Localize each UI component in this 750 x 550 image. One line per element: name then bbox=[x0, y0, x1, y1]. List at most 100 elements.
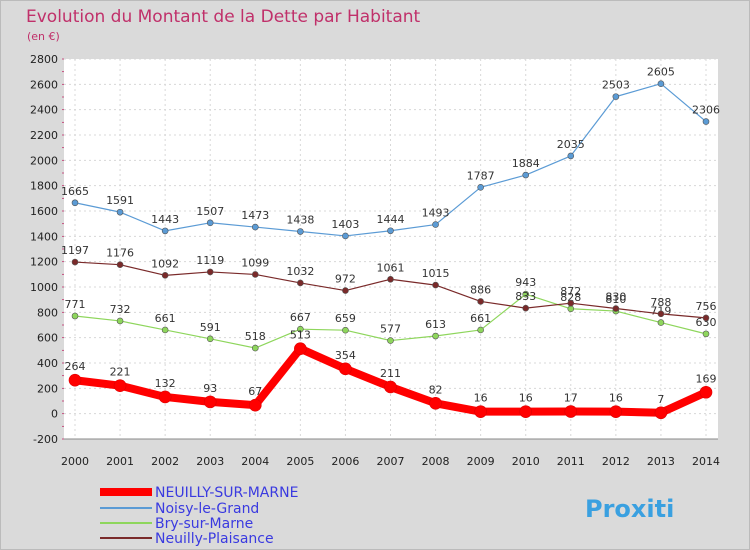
data-point bbox=[71, 199, 79, 207]
data-label: 1092 bbox=[151, 257, 179, 270]
legend: NEUILLY-SUR-MARNENoisy-le-GrandBry-sur-M… bbox=[100, 485, 298, 547]
data-label: 7 bbox=[657, 393, 664, 406]
y-tick-label: 2200 bbox=[30, 129, 58, 142]
data-label: 1443 bbox=[151, 213, 179, 226]
data-point bbox=[251, 344, 259, 352]
x-tick-label: 2000 bbox=[61, 455, 89, 468]
y-tick-label: 200 bbox=[37, 382, 58, 395]
data-point bbox=[161, 272, 169, 279]
legend-label: Bry-sur-Marne bbox=[155, 516, 253, 532]
data-label: 788 bbox=[650, 296, 671, 309]
y-tick-label: 1000 bbox=[30, 281, 58, 294]
y-tick-label: 2000 bbox=[30, 154, 58, 167]
data-point bbox=[657, 310, 665, 318]
data-point bbox=[429, 396, 442, 410]
x-tick-label: 2009 bbox=[467, 455, 495, 468]
data-label: 630 bbox=[696, 316, 717, 329]
data-point bbox=[567, 152, 575, 160]
data-label: 667 bbox=[290, 311, 311, 324]
data-point bbox=[297, 279, 304, 287]
x-tick-label: 2012 bbox=[602, 455, 630, 468]
x-tick-label: 2001 bbox=[106, 455, 134, 468]
data-label: 1507 bbox=[196, 205, 224, 218]
data-label: 972 bbox=[335, 273, 356, 286]
legend-label: Neuilly-Plaisance bbox=[155, 531, 274, 547]
data-point bbox=[522, 304, 530, 312]
data-point bbox=[699, 385, 713, 399]
x-tick-label: 2005 bbox=[286, 455, 314, 468]
x-tick-label: 2002 bbox=[151, 455, 179, 468]
legend-item: Bry-sur-Marne bbox=[100, 516, 253, 532]
data-label: 1787 bbox=[467, 169, 495, 182]
data-label: 1438 bbox=[286, 214, 314, 227]
data-label: 2503 bbox=[602, 79, 630, 92]
legend-item: Noisy-le-Grand bbox=[100, 501, 259, 517]
data-point bbox=[702, 118, 710, 125]
data-label: 82 bbox=[429, 383, 443, 396]
data-point bbox=[297, 325, 304, 333]
y-tick-label: 1600 bbox=[30, 205, 58, 218]
data-label: 221 bbox=[110, 366, 131, 379]
data-label: 1403 bbox=[331, 218, 359, 231]
data-point bbox=[477, 184, 484, 191]
x-axis-ticks: 2000 2001 2002 2003 2004 2005 2006 2007 2008 2009… bbox=[61, 455, 720, 468]
data-label: 1176 bbox=[106, 247, 134, 260]
data-label: 943 bbox=[515, 276, 536, 289]
data-point bbox=[206, 268, 214, 276]
data-label: 264 bbox=[65, 360, 86, 373]
legend-item: NEUILLY-SUR-MARNE bbox=[100, 485, 298, 501]
data-label: 16 bbox=[609, 392, 623, 405]
y-tick-label: 0 bbox=[51, 408, 58, 421]
data-point bbox=[474, 405, 487, 418]
data-label: 661 bbox=[155, 312, 176, 325]
x-tick-label: 2014 bbox=[692, 455, 720, 468]
data-label: 16 bbox=[519, 392, 533, 405]
data-label: 132 bbox=[155, 377, 176, 390]
data-point bbox=[342, 326, 349, 334]
data-label: 872 bbox=[560, 285, 581, 298]
data-label: 17 bbox=[564, 392, 578, 405]
data-point bbox=[387, 227, 394, 235]
data-point bbox=[657, 80, 665, 87]
data-label: 577 bbox=[380, 323, 401, 336]
data-label: 1061 bbox=[377, 261, 405, 274]
data-label: 2605 bbox=[647, 66, 675, 79]
data-label: 211 bbox=[380, 367, 401, 380]
data-point bbox=[161, 326, 169, 334]
data-point bbox=[702, 314, 710, 322]
y-tick-label: 2400 bbox=[30, 104, 58, 117]
data-point bbox=[657, 319, 665, 326]
data-point bbox=[567, 299, 575, 307]
data-label: 169 bbox=[696, 372, 717, 385]
unit-label: (en €) bbox=[27, 30, 60, 43]
data-point bbox=[339, 362, 352, 376]
data-label: 810 bbox=[605, 293, 626, 306]
chart-title: Evolution du Montant de la Dette par Hab… bbox=[26, 7, 421, 27]
data-point bbox=[702, 330, 710, 338]
data-label: 659 bbox=[335, 312, 356, 325]
data-label: 1591 bbox=[106, 194, 134, 207]
y-tick-label: 600 bbox=[37, 332, 58, 345]
data-point bbox=[251, 223, 259, 231]
data-point bbox=[113, 379, 127, 392]
data-label: 1884 bbox=[512, 157, 540, 170]
data-point bbox=[477, 298, 484, 305]
data-label: 1473 bbox=[241, 209, 269, 222]
data-label: 591 bbox=[200, 321, 221, 334]
data-point bbox=[477, 326, 484, 334]
data-point bbox=[567, 305, 575, 313]
data-point bbox=[519, 405, 533, 418]
data-label: 518 bbox=[245, 330, 266, 343]
proxiti-logo: Proxiti bbox=[585, 495, 674, 523]
data-point bbox=[116, 261, 124, 269]
legend-label: Noisy-le-Grand bbox=[155, 501, 259, 517]
data-point bbox=[612, 93, 620, 100]
data-label: 1444 bbox=[377, 213, 405, 226]
x-tick-label: 2008 bbox=[422, 455, 450, 468]
data-point bbox=[609, 405, 623, 418]
data-point bbox=[294, 342, 307, 355]
data-point bbox=[342, 232, 349, 240]
data-label: 661 bbox=[470, 312, 491, 325]
data-point bbox=[206, 219, 214, 227]
data-label: 354 bbox=[335, 349, 356, 362]
